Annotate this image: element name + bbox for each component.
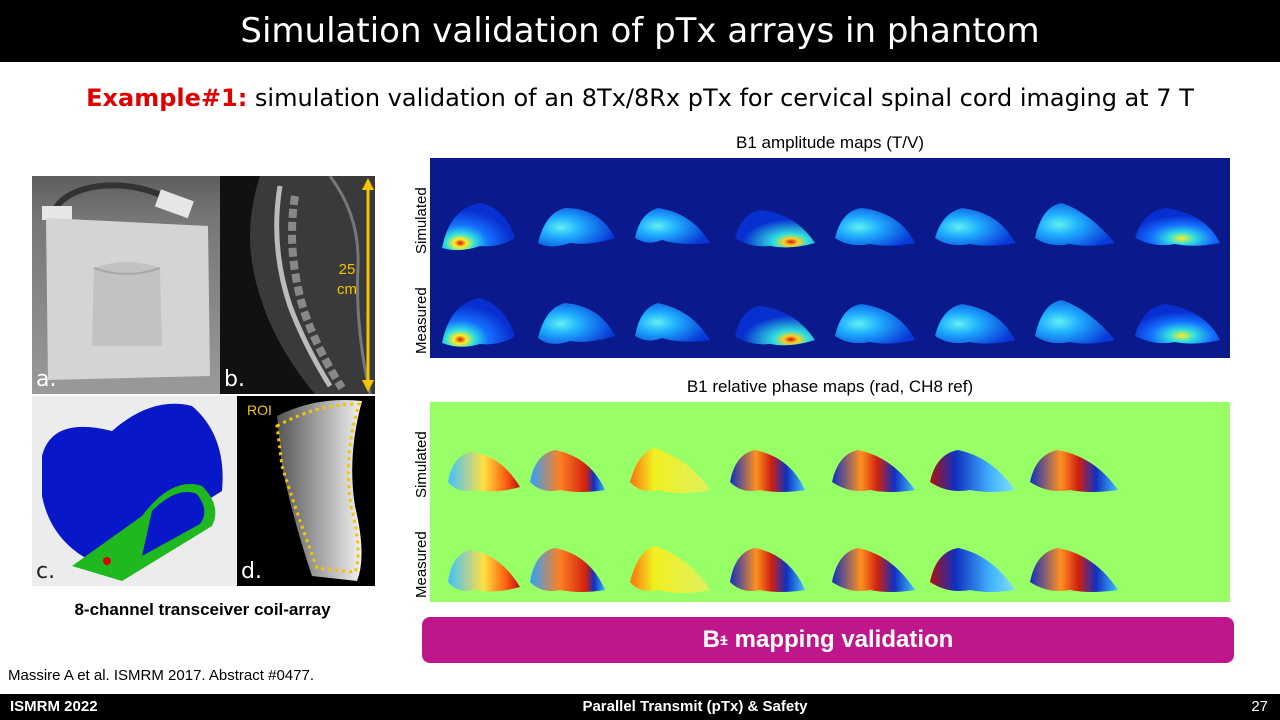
subtitle-highlight: Example#1: — [86, 84, 248, 112]
subtitle-text: simulation validation of an 8Tx/8Rx pTx … — [247, 84, 1194, 112]
scale-label-unit: cm — [337, 281, 357, 298]
phase-row-label-measured: Measured — [413, 531, 430, 598]
coil-model-panel: c. — [32, 396, 237, 586]
phase-maps-image — [448, 448, 1118, 593]
banner-text-b: B — [702, 626, 720, 653]
amplitude-maps-image — [442, 203, 1220, 347]
phase-maps-grid — [430, 402, 1230, 602]
mri-spine-illustration — [250, 176, 375, 394]
amplitude-row-label-measured: Measured — [413, 287, 430, 354]
phase-maps-title: B1 relative phase maps (rad, CH8 ref) — [686, 377, 974, 396]
amplitude-measured-row — [442, 298, 1220, 347]
mri-sagittal-panel: 25 cm b. — [220, 176, 375, 394]
slide-title: Simulation validation of pTx arrays in p… — [240, 11, 1040, 51]
panel-label-b: b. — [224, 367, 245, 392]
phase-measured-row — [448, 546, 1118, 593]
footer-center: Parallel Transmit (pTx) & Safety — [582, 698, 808, 715]
reference-citation: Massire A et al. ISMRM 2017. Abstract #0… — [8, 667, 314, 684]
phase-simulated-row — [448, 448, 1118, 493]
coil-photo-illustration — [42, 182, 210, 380]
banner-text-rest: mapping validation — [727, 626, 954, 653]
slide-subtitle: Example#1: simulation validation of an 8… — [0, 84, 1280, 112]
banner-text-subscript: 1 — [720, 632, 728, 648]
slide-title-bar: Simulation validation of pTx arrays in p… — [0, 0, 1280, 62]
b1-mapping-banner: B 1 + mapping validation — [422, 617, 1234, 663]
scale-label-value: 25 — [338, 261, 356, 278]
banner-text-superscript: + — [719, 632, 728, 648]
coil-model-illustration — [42, 403, 223, 581]
amplitude-row-label-simulated: Simulated — [413, 187, 430, 254]
panel-label-d: d. — [241, 559, 262, 584]
amplitude-simulated-row — [442, 203, 1220, 251]
roi-image-panel: ROI d. — [237, 396, 375, 586]
phase-row-label-simulated: Simulated — [413, 431, 430, 498]
page-number: 27 — [1251, 698, 1268, 715]
roi-image-illustration — [275, 400, 362, 581]
roi-label: ROI — [247, 402, 272, 418]
panel-label-a: a. — [36, 367, 57, 392]
slide-footer: ISMRM 2022 Parallel Transmit (pTx) & Saf… — [0, 694, 1280, 720]
coil-photo-panel: a. — [32, 176, 220, 394]
footer-left: ISMRM 2022 — [10, 698, 98, 715]
figure-caption: 8-channel transceiver coil-array — [74, 600, 331, 619]
panel-label-c: c. — [36, 559, 56, 584]
amplitude-maps-title: B1 amplitude maps (T/V) — [735, 133, 924, 152]
scale-label: 25 cm — [337, 260, 357, 300]
amplitude-maps-grid — [430, 158, 1230, 358]
